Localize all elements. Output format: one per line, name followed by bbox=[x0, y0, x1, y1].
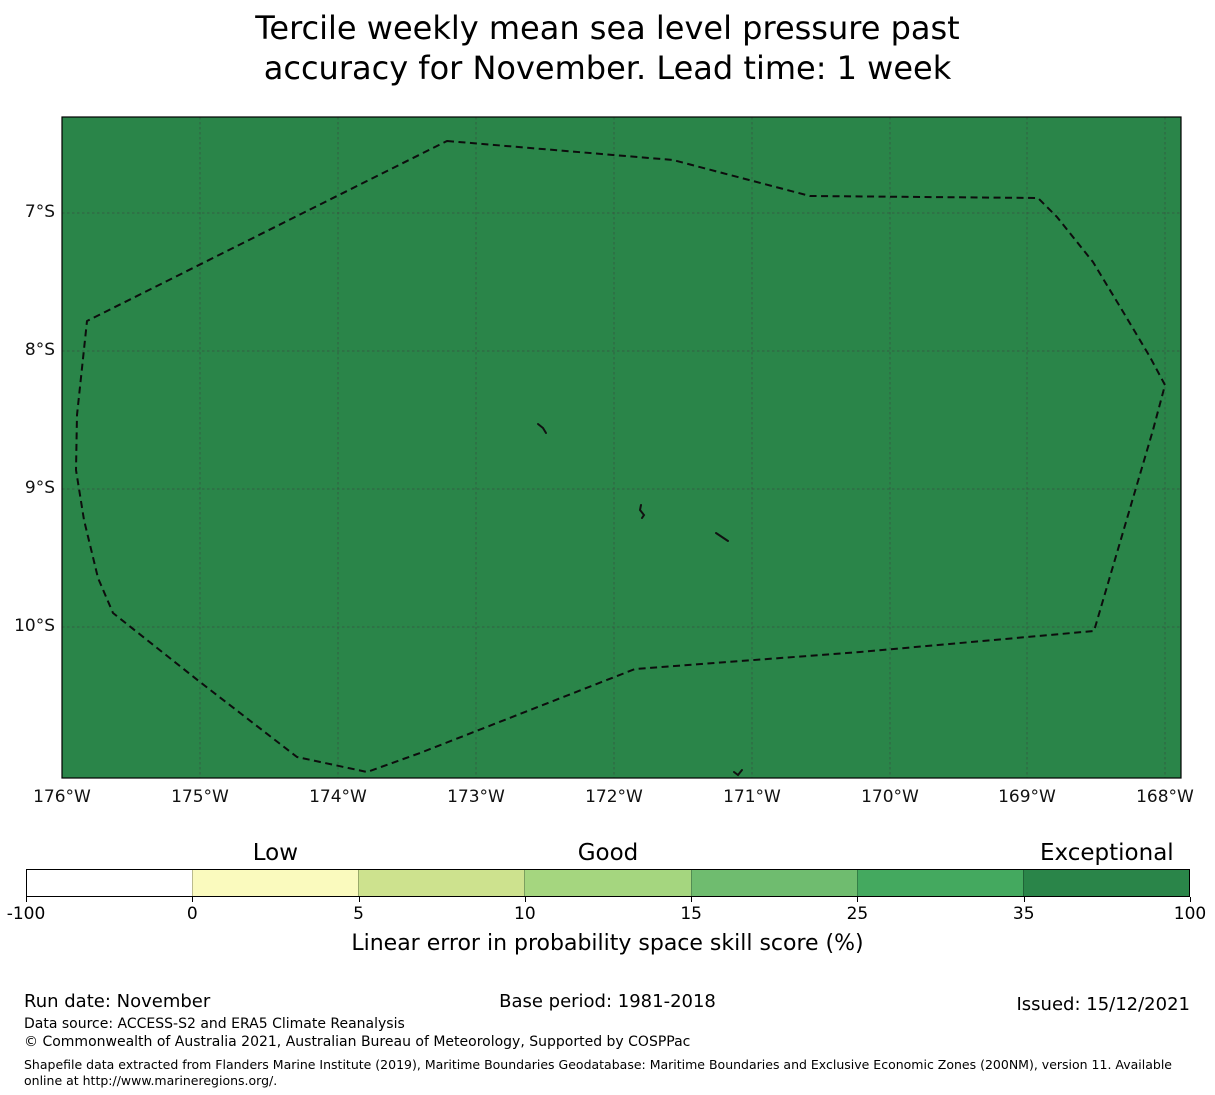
colorbar-segment bbox=[524, 870, 691, 896]
x-tick-label: 175°W bbox=[171, 787, 229, 807]
figure-title-line1: Tercile weekly mean sea level pressure p… bbox=[255, 9, 960, 47]
colorbar-segment bbox=[690, 870, 857, 896]
base-period-text: Base period: 1981-2018 bbox=[499, 991, 716, 1012]
colorbar-tick-label: 15 bbox=[680, 904, 702, 924]
colorbar-zone-label-good: Good bbox=[577, 840, 639, 866]
island-mark bbox=[733, 769, 743, 777]
shapefile-note-text: Shapefile data extracted from Flanders M… bbox=[24, 1057, 1172, 1088]
data-source-text: Data source: ACCESS-S2 and ERA5 Climate … bbox=[24, 1016, 405, 1032]
colorbar-tickmark bbox=[1190, 897, 1191, 902]
colorbar-tickmark bbox=[1023, 897, 1025, 902]
colorbar-tick-label: 5 bbox=[353, 904, 364, 924]
colorbar-tickmark bbox=[358, 897, 360, 902]
colorbar-tickmark bbox=[691, 897, 693, 902]
colorbar-tickmark bbox=[857, 897, 859, 902]
x-tick-label: 170°W bbox=[861, 787, 919, 807]
colorbar-tick-label: -100 bbox=[6, 904, 46, 924]
x-tick-label: 174°W bbox=[309, 787, 367, 807]
figure-title-line2: accuracy for November. Lead time: 1 week bbox=[263, 49, 952, 87]
x-tick-label: 172°W bbox=[585, 787, 643, 807]
colorbar-tickmark bbox=[26, 897, 27, 902]
colorbar-tick-label: 0 bbox=[186, 904, 198, 924]
colorbar-tick-label: 25 bbox=[846, 904, 869, 924]
colorbar-segment bbox=[856, 870, 1023, 896]
colorbar-tick-label: 35 bbox=[1012, 904, 1035, 924]
x-tick-label: 171°W bbox=[723, 787, 781, 807]
y-tick-label: 7°S bbox=[24, 202, 55, 222]
colorbar bbox=[26, 869, 1190, 897]
run-date-text: Run date: November bbox=[24, 991, 211, 1012]
colorbar-tickmark bbox=[192, 897, 194, 902]
x-tick-label: 169°W bbox=[998, 787, 1056, 807]
x-tick-label: 176°W bbox=[33, 787, 91, 807]
copyright-text: © Commonwealth of Australia 2021, Austra… bbox=[24, 1034, 691, 1050]
colorbar-segment bbox=[192, 870, 359, 896]
figure-title: Tercile weekly mean sea level pressure p… bbox=[0, 8, 1215, 88]
map-region-fill bbox=[62, 117, 1181, 778]
map-border bbox=[61, 116, 1182, 779]
colorbar-axis-label: Linear error in probability space skill … bbox=[351, 931, 864, 956]
issued-date-text: Issued: 15/12/2021 bbox=[1016, 994, 1190, 1015]
colorbar-zone-label-exceptional: Exceptional bbox=[1040, 840, 1174, 866]
colorbar-segment bbox=[27, 870, 193, 896]
colorbar-tick-label: 100 bbox=[1173, 904, 1207, 924]
colorbar-segment bbox=[1022, 870, 1189, 896]
island-mark bbox=[715, 532, 729, 542]
y-tick-label: 10°S bbox=[14, 616, 55, 636]
colorbar-tick-label: 10 bbox=[514, 904, 536, 924]
x-tick-label: 173°W bbox=[447, 787, 505, 807]
y-tick-label: 9°S bbox=[24, 478, 55, 498]
x-tick-label: 168°W bbox=[1136, 787, 1194, 807]
colorbar-zone-label-low: Low bbox=[252, 840, 299, 866]
colorbar-tickmark bbox=[524, 897, 526, 902]
eez-boundary bbox=[75, 140, 1166, 773]
colorbar-segment bbox=[358, 870, 525, 896]
island-mark bbox=[638, 504, 646, 519]
y-tick-label: 8°S bbox=[24, 340, 55, 360]
island-mark bbox=[537, 423, 547, 434]
